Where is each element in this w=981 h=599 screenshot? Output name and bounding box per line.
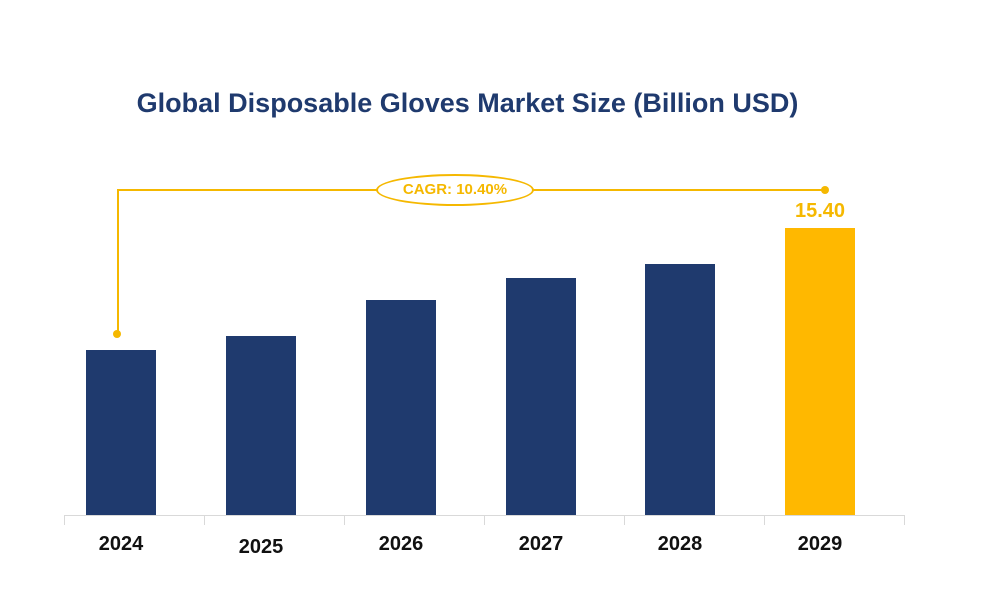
bar-2026 — [366, 300, 436, 515]
cagr-label: CAGR: 10.40% — [376, 174, 534, 206]
bar-2025 — [226, 336, 296, 515]
x-label-2025: 2025 — [238, 536, 284, 558]
x-tick — [904, 515, 905, 525]
cagr-start-dot — [113, 330, 121, 338]
bar-2029 — [785, 228, 855, 515]
cagr-left-vertical — [117, 189, 119, 334]
x-label-2029: 2029 — [797, 533, 843, 555]
x-tick — [64, 515, 65, 525]
chart-title: Global Disposable Gloves Market Size (Bi… — [136, 88, 799, 118]
cagr-end-dot — [821, 186, 829, 194]
x-tick — [624, 515, 625, 525]
x-tick — [484, 515, 485, 525]
x-label-2024: 2024 — [98, 533, 144, 555]
x-label-2026: 2026 — [378, 533, 424, 555]
bar-2028 — [645, 264, 715, 515]
data-label-2029: 15.40 — [794, 200, 846, 222]
bar-2024 — [86, 350, 156, 515]
x-tick — [204, 515, 205, 525]
x-label-2028: 2028 — [657, 533, 703, 555]
x-tick — [344, 515, 345, 525]
bar-2027 — [506, 278, 576, 515]
x-label-2027: 2027 — [518, 533, 564, 555]
x-tick — [764, 515, 765, 525]
